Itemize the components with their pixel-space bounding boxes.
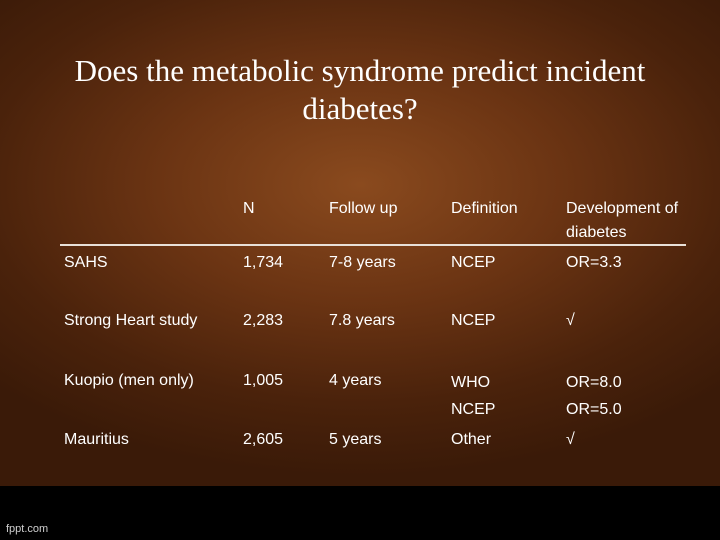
cell-development: √ <box>566 431 575 448</box>
cell-study: Mauritius <box>64 431 129 448</box>
cell-definition: NCEP <box>451 312 496 329</box>
cell-study: SAHS <box>64 254 108 271</box>
cell-development: √ <box>566 312 575 329</box>
cell-n: 2,605 <box>243 431 284 448</box>
footer-bar <box>0 486 720 540</box>
header-definition: Definition <box>451 200 518 217</box>
slide-title: Does the metabolic syndrome predict inci… <box>74 53 646 126</box>
cell-definition: Other <box>451 431 492 448</box>
cell-follow-up: 7.8 years <box>329 312 395 329</box>
cell-follow-up: 5 years <box>329 431 382 448</box>
header-divider <box>60 244 686 246</box>
cell-follow-up: 4 years <box>329 372 382 389</box>
cell-n: 2,283 <box>243 312 284 329</box>
slide-background: Does the metabolic syndrome predict inci… <box>0 0 720 486</box>
cell-n: 1,005 <box>243 372 284 389</box>
cell-development: OR=3.3 <box>566 254 622 271</box>
header-development: Development of diabetes <box>566 200 679 241</box>
cell-study: Strong Heart study <box>64 312 198 329</box>
cell-definition: WHO NCEP <box>451 374 496 418</box>
cell-n: 1,734 <box>243 254 284 271</box>
cell-definition: NCEP <box>451 254 496 271</box>
cell-development: OR=8.0 OR=5.0 <box>566 374 622 418</box>
header-n: N <box>243 200 255 217</box>
cell-follow-up: 7-8 years <box>329 254 396 271</box>
watermark: fppt.com <box>6 523 49 535</box>
cell-study: Kuopio (men only) <box>64 372 194 389</box>
header-follow-up: Follow up <box>329 200 398 217</box>
